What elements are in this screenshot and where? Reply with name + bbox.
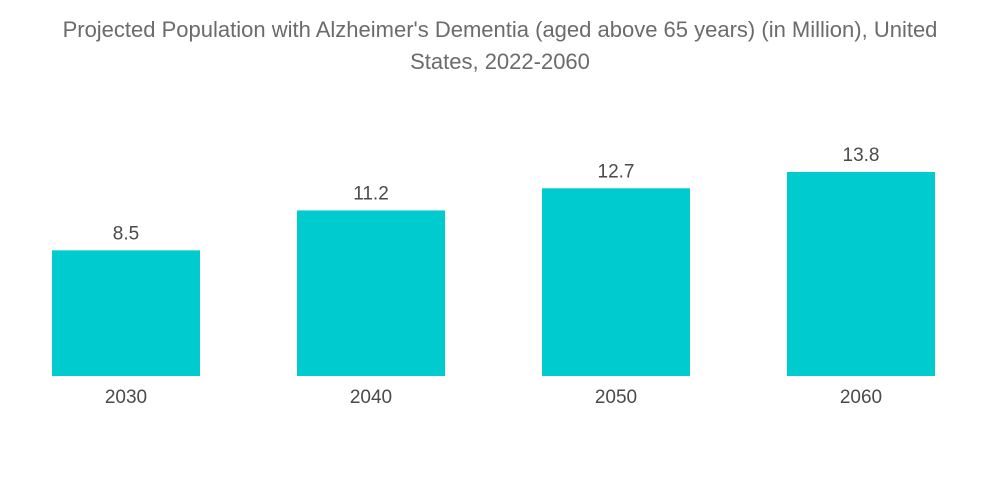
x-tick-label-2060: 2060 [840,387,882,408]
data-label-2050: 12.7 [598,161,635,182]
chart-title-line-1: Projected Population with Alzheimer's De… [62,17,938,42]
chart-title: Projected Population with Alzheimer's De… [0,14,1000,78]
bar-2030 [52,250,200,376]
bar-2050 [542,188,690,376]
x-tick-label-2050: 2050 [595,387,637,408]
data-label-2060: 13.8 [843,145,880,166]
x-tick-label-2030: 2030 [105,387,147,408]
data-label-2030: 8.5 [113,223,139,244]
data-label-2040: 11.2 [353,183,389,204]
chart-title-line-2: States, 2022-2060 [410,49,590,74]
bar-2040 [297,210,445,376]
bar-2060 [787,172,935,376]
x-tick-label-2040: 2040 [350,387,392,408]
